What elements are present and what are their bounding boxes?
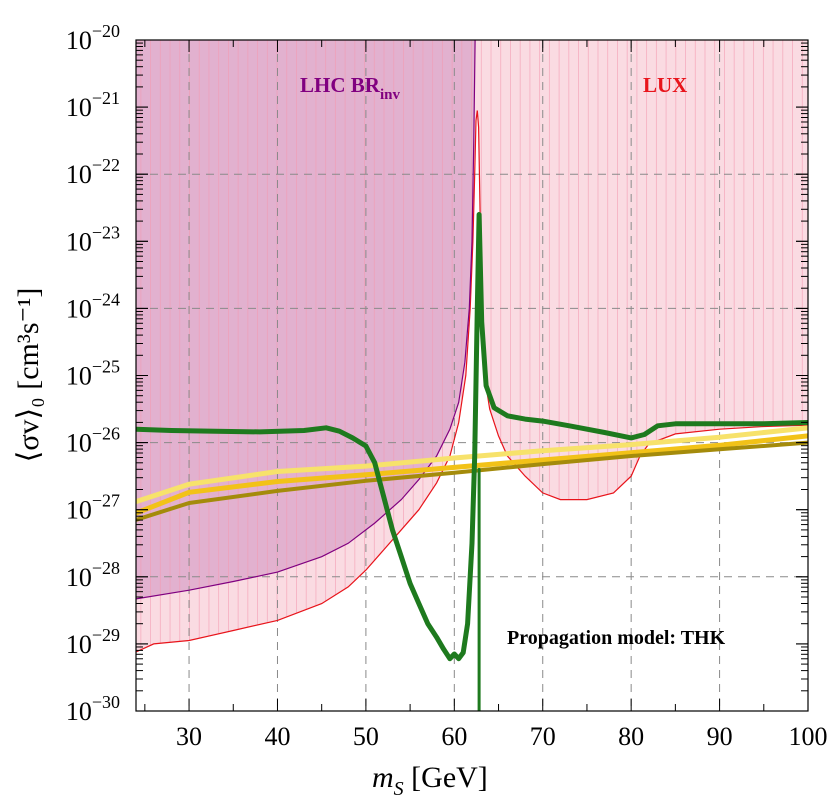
x-tick-label: 100	[789, 722, 828, 751]
y-tick-labels: 10−30 10−29 10−28 10−27 10−26 10−25 10−24 10−23…	[66, 21, 120, 726]
x-tick-label: 40	[264, 722, 290, 751]
y-tick-label: 10−22	[66, 155, 120, 189]
x-tick-labels: 30 40 50 60 70 80 90 100	[176, 722, 827, 751]
x-tick-label: 30	[176, 722, 202, 751]
x-tick-label: 60	[441, 722, 467, 751]
x-tick-label: 50	[353, 722, 379, 751]
x-tick-label: 70	[530, 722, 556, 751]
yellow-band-upper	[136, 425, 808, 505]
y-tick-label: 10−23	[66, 222, 120, 256]
thick-green-curve	[136, 212, 808, 662]
region-borders	[136, 40, 808, 653]
olive-line	[136, 440, 808, 522]
lux-region-label: LUX	[643, 73, 687, 97]
y-tick-label: 10−26	[66, 424, 120, 458]
x-axis-title: mS [GeV]	[372, 761, 488, 799]
y-tick-label: 10−20	[66, 21, 120, 55]
lhc-boundary-line	[136, 40, 476, 600]
propagation-annotation: Propagation model: THK	[507, 627, 726, 649]
y-tick-label: 10−25	[66, 357, 120, 391]
y-tick-label: 10−24	[66, 289, 120, 323]
x-tick-label: 80	[618, 722, 644, 751]
y-tick-label: 10−21	[66, 88, 120, 122]
y-tick-label: 10−30	[66, 692, 120, 726]
y-tick-label: 10−29	[66, 625, 120, 659]
lux-boundary-line	[136, 110, 808, 653]
lhc-region-label: LHC BRinv	[300, 73, 400, 103]
exclusion-regions	[136, 40, 808, 652]
x-tick-label: 90	[707, 722, 733, 751]
yellow-band-lower	[136, 433, 808, 516]
y-axis-title: ⟨σv⟩₀ [cm³s⁻¹]	[12, 288, 45, 463]
y-tick-label: 10−27	[66, 491, 120, 525]
y-tick-label: 10−28	[66, 558, 120, 592]
data-curves	[136, 212, 808, 711]
plot-frame	[135, 39, 809, 712]
lhc-excluded-region	[136, 40, 476, 599]
